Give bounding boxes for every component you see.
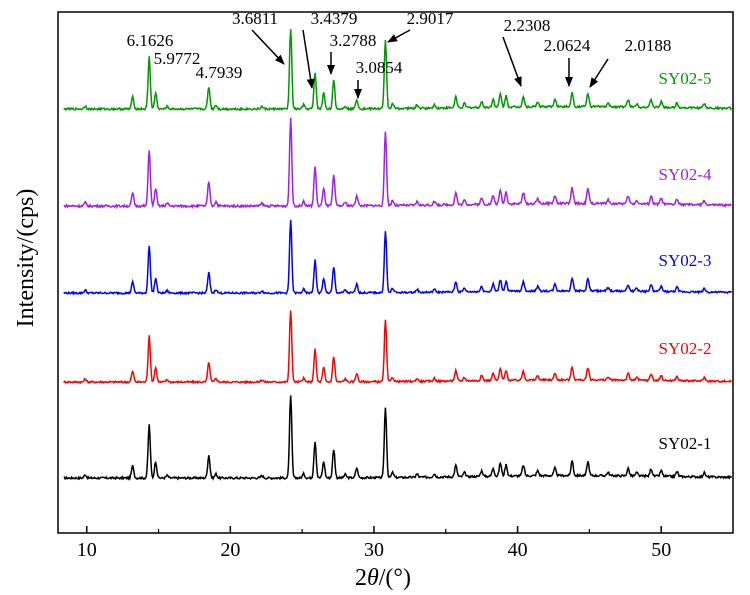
- series-label: SY02-4: [659, 165, 712, 184]
- series-line: [63, 310, 732, 385]
- plot-frame: [57, 11, 734, 534]
- peak-annotation: 3.4379: [311, 9, 358, 28]
- annotation-arrow: [502, 36, 522, 87]
- peak-annotation: 2.0188: [625, 36, 672, 55]
- x-tick-label: 50: [651, 539, 671, 561]
- annotation-arrow: [589, 58, 609, 88]
- x-axis-ticks: 10 20 30 40 50: [77, 526, 671, 561]
- peak-annotation: 2.0624: [544, 36, 591, 55]
- series-line: [63, 395, 733, 481]
- y-axis-title: Intensity/(cps): [13, 189, 39, 328]
- peak-annotation: 3.6811: [232, 9, 278, 28]
- series-line: [63, 29, 733, 112]
- x-axis-title: 2θ/(°): [355, 565, 411, 591]
- peak-annotation: 4.7939: [196, 63, 243, 82]
- x-tick-label: 20: [220, 539, 240, 561]
- annotation-arrow: [251, 29, 285, 65]
- series-label: SY02-1: [659, 434, 712, 453]
- annotation-arrow: [302, 29, 315, 89]
- x-tick-label: 10: [77, 539, 97, 561]
- peak-annotation: 3.2788: [330, 31, 377, 50]
- series-labels: SY02-1 SY02-2 SY02-3 SY02-4 SY02-5: [659, 69, 712, 453]
- series-line: [63, 219, 733, 296]
- series-group: [63, 29, 733, 481]
- annotation-arrow: [387, 29, 411, 43]
- x-tick-label: 40: [508, 539, 528, 561]
- peak-annotation: 2.2308: [504, 16, 551, 35]
- series-label: SY02-2: [659, 339, 712, 358]
- x-tick-label: 30: [364, 539, 384, 561]
- peak-annotation: 6.1626: [127, 31, 174, 50]
- peak-annotation: 2.9017: [407, 9, 454, 28]
- series-line: [63, 117, 732, 210]
- peak-annotation: 3.0854: [356, 58, 403, 77]
- series-label: SY02-3: [659, 251, 712, 270]
- peak-annotation: 5.9772: [154, 49, 201, 68]
- series-label: SY02-5: [659, 69, 712, 88]
